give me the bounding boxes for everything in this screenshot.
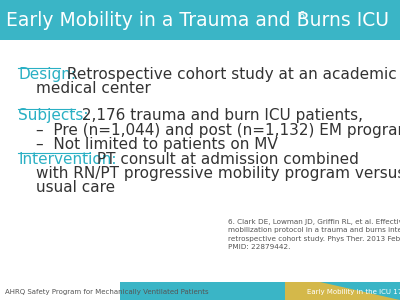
Text: with RN/PT progressive mobility program versus: with RN/PT progressive mobility program … (36, 166, 400, 181)
Polygon shape (120, 282, 155, 300)
Text: 2,176 trauma and burn ICU patients,: 2,176 trauma and burn ICU patients, (77, 108, 363, 123)
Text: PT consult at admission combined: PT consult at admission combined (92, 152, 359, 167)
FancyBboxPatch shape (140, 282, 400, 300)
FancyBboxPatch shape (0, 0, 400, 40)
Text: Retrospective cohort study at an academic: Retrospective cohort study at an academi… (62, 67, 397, 82)
Text: usual care: usual care (36, 180, 115, 195)
Text: 6: 6 (298, 11, 304, 21)
Text: medical center: medical center (36, 81, 151, 96)
Text: AHRQ Safety Program for Mechanically Ventilated Patients: AHRQ Safety Program for Mechanically Ven… (5, 289, 209, 295)
Text: Intervention:: Intervention: (18, 152, 116, 167)
Polygon shape (285, 282, 400, 300)
Text: 6. Clark DE, Lowman JD, Griffin RL, et al. Effectiveness of an early
mobilizatio: 6. Clark DE, Lowman JD, Griffin RL, et a… (228, 219, 400, 250)
Text: –  Not limited to patients on MV: – Not limited to patients on MV (36, 137, 278, 152)
Text: Early Mobility in a Trauma and Burns ICU: Early Mobility in a Trauma and Burns ICU (6, 11, 390, 31)
Text: Subjects:: Subjects: (18, 108, 88, 123)
FancyBboxPatch shape (0, 40, 400, 300)
Text: Early Mobility in the ICU 17: Early Mobility in the ICU 17 (307, 289, 400, 295)
Text: Design:: Design: (18, 67, 76, 82)
Text: –  Pre (n=1,044) and post (n=1,132) EM program: – Pre (n=1,044) and post (n=1,132) EM pr… (36, 123, 400, 138)
